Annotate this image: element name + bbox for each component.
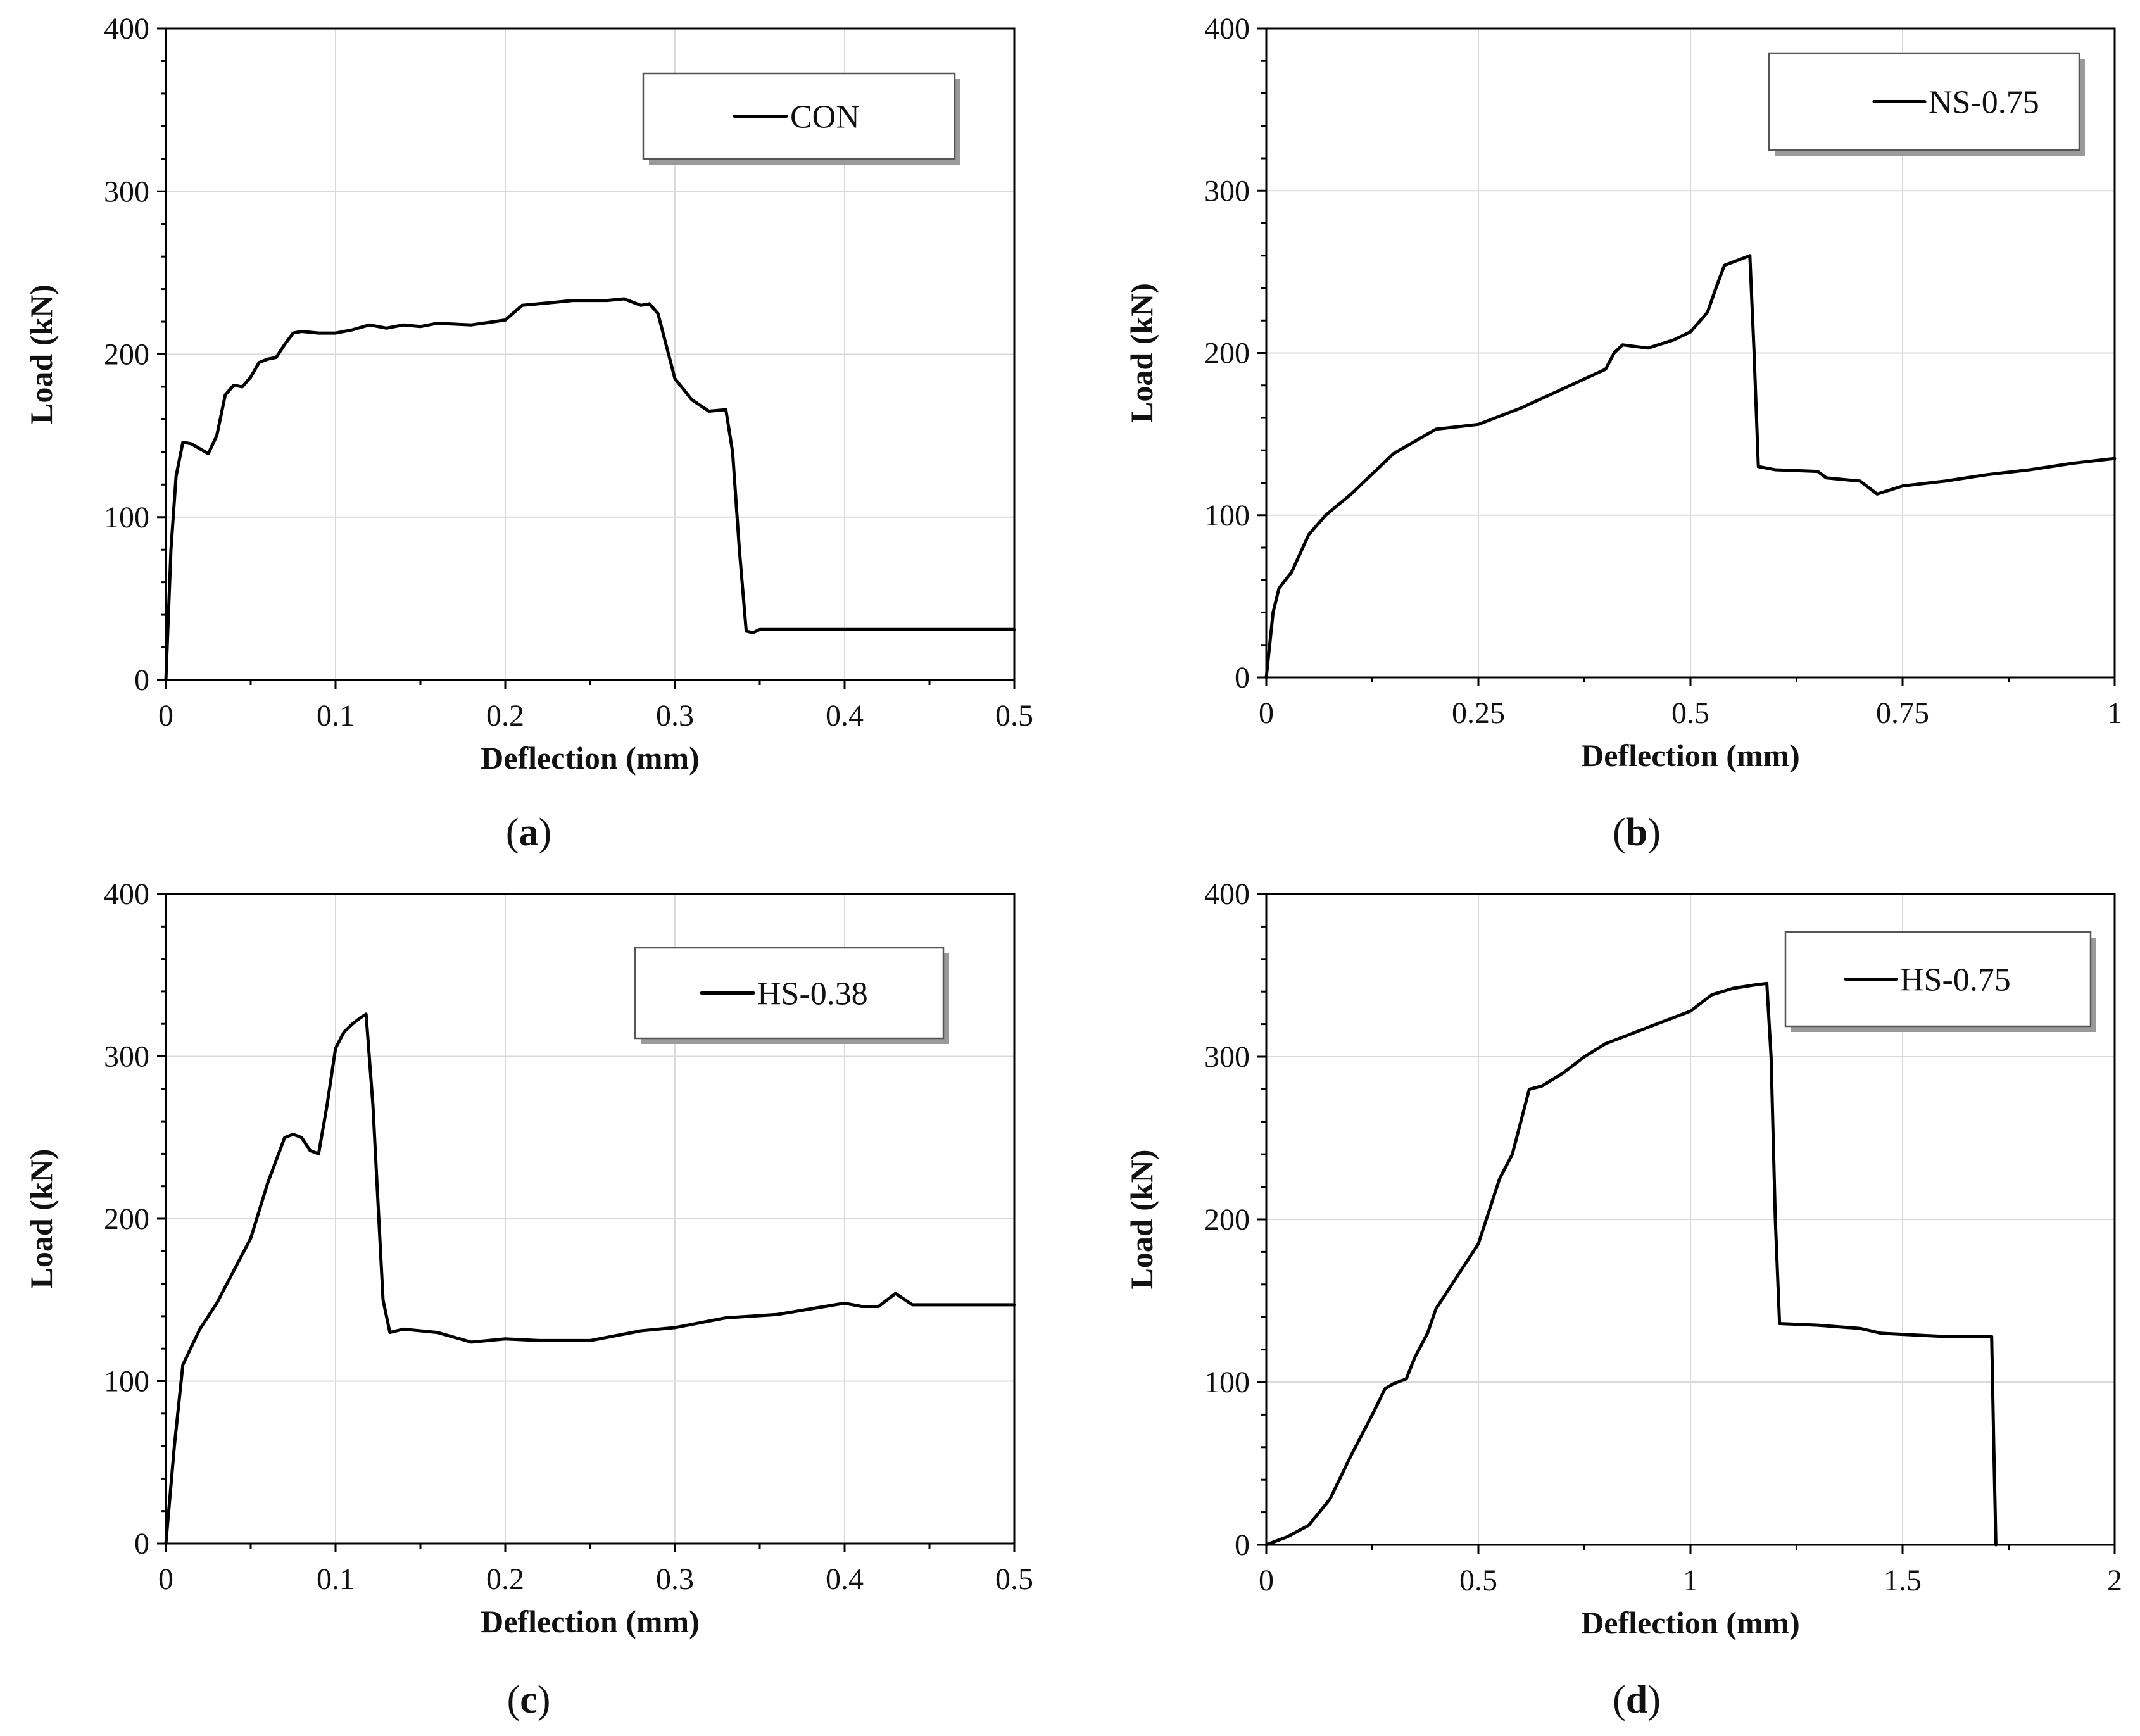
y-tick-label: 100	[1204, 1366, 1250, 1399]
series-line-hs-0.75	[1264, 981, 1998, 1547]
x-tick-label: 0	[158, 1563, 173, 1596]
series-line-hs-0.38	[164, 1012, 1016, 1545]
legend-label: HS-0.38	[757, 976, 868, 1012]
y-tick-label: 400	[104, 877, 149, 911]
x-tick-label: 0.2	[486, 699, 524, 733]
y-tick-label: 0	[134, 664, 149, 697]
x-tick-label: 1	[1683, 1564, 1698, 1597]
x-tick-label: 0.25	[1452, 696, 1505, 730]
x-axis-title: Deflection (mm)	[481, 740, 700, 776]
y-tick-label: 200	[1204, 1203, 1250, 1236]
y-axis-title: Load (kN)	[23, 284, 59, 424]
y-axis-title: Load (kN)	[23, 1149, 59, 1289]
chart-panel-c: 0 0.1 0.2 0.3 0.4 0.5 0 100 200 300 400 Deflection …	[23, 877, 1033, 1721]
chart-panel-b: 0 0.25 0.5 0.75 1 0 100 200 300 400 Deflection (mm…	[1124, 12, 2122, 854]
x-tick-label: 1	[2107, 696, 2122, 730]
y-tick-label: 200	[104, 1202, 149, 1236]
legend-label: CON	[790, 99, 860, 135]
x-tick-label: 1.5	[1884, 1564, 1922, 1597]
y-axis-title: Load (kN)	[1124, 283, 1159, 423]
panel-caption-letter: c	[520, 1678, 538, 1721]
series-line-ns-0.75	[1264, 254, 2117, 679]
panel-caption-letter: b	[1626, 811, 1647, 854]
legend-box	[642, 72, 956, 160]
chart-panel-d: 0 0.5 1 1.5 2 0 100 200 300 400 Deflection (mm) Loa…	[1124, 877, 2122, 1721]
y-tick-label: 0	[1235, 661, 1250, 695]
x-tick-label: 0.4	[826, 699, 864, 733]
y-tick-label: 200	[1204, 337, 1250, 370]
panel-caption: (a)	[506, 811, 551, 854]
y-tick-label: 300	[104, 175, 149, 208]
panel-caption-letter: d	[1626, 1678, 1647, 1721]
x-tick-label: 0.4	[826, 1563, 864, 1596]
panel-caption-letter: a	[519, 811, 539, 854]
y-tick-label: 200	[104, 338, 149, 372]
panel-caption: (c)	[507, 1678, 551, 1721]
x-tick-label: 0.5	[995, 1563, 1033, 1596]
y-tick-label: 100	[104, 1365, 149, 1399]
x-axis-title: Deflection (mm)	[1581, 738, 1800, 773]
legend-label: NS-0.75	[1929, 85, 2039, 121]
y-tick-label: 0	[134, 1527, 149, 1561]
x-tick-label: 0	[1259, 696, 1274, 730]
y-tick-label: 100	[104, 501, 149, 534]
legend-box	[634, 947, 945, 1040]
x-axis-title: Deflection (mm)	[481, 1604, 700, 1639]
panel-caption: (b)	[1613, 811, 1661, 854]
y-tick-label: 100	[1204, 499, 1250, 532]
x-tick-label: 0.5	[995, 699, 1033, 733]
x-tick-label: 0	[158, 699, 173, 733]
chart-panel-a: 0 0.1 0.2 0.3 0.4 0.5 0 100 200 300 400 Deflection …	[23, 12, 1033, 854]
x-tick-label: 0.3	[656, 1563, 694, 1596]
y-tick-label: 300	[1204, 1040, 1250, 1074]
x-axis-title: Deflection (mm)	[1581, 1605, 1800, 1640]
y-tick-label: 300	[1204, 174, 1250, 208]
panel-caption: (d)	[1613, 1678, 1661, 1721]
x-tick-label: 0	[1259, 1564, 1274, 1597]
x-tick-label: 0.1	[317, 1563, 355, 1596]
y-tick-label: 400	[104, 12, 149, 46]
y-tick-label: 400	[1204, 877, 1250, 911]
y-tick-label: 0	[1235, 1528, 1250, 1562]
y-tick-label: 300	[104, 1040, 149, 1074]
x-tick-label: 0.5	[1671, 696, 1709, 730]
y-tick-label: 400	[1204, 12, 1250, 46]
x-tick-label: 2	[2107, 1564, 2122, 1597]
x-tick-label: 0.5	[1459, 1564, 1497, 1597]
x-tick-label: 0.2	[486, 1563, 524, 1596]
x-tick-label: 0.3	[656, 699, 694, 733]
series-line-con	[164, 297, 1016, 682]
legend-box	[1784, 931, 2092, 1028]
y-axis-title: Load (kN)	[1124, 1150, 1159, 1290]
legend-label: HS-0.75	[1900, 962, 2011, 998]
x-tick-label: 0.1	[317, 699, 355, 733]
x-tick-label: 0.75	[1876, 696, 1929, 730]
